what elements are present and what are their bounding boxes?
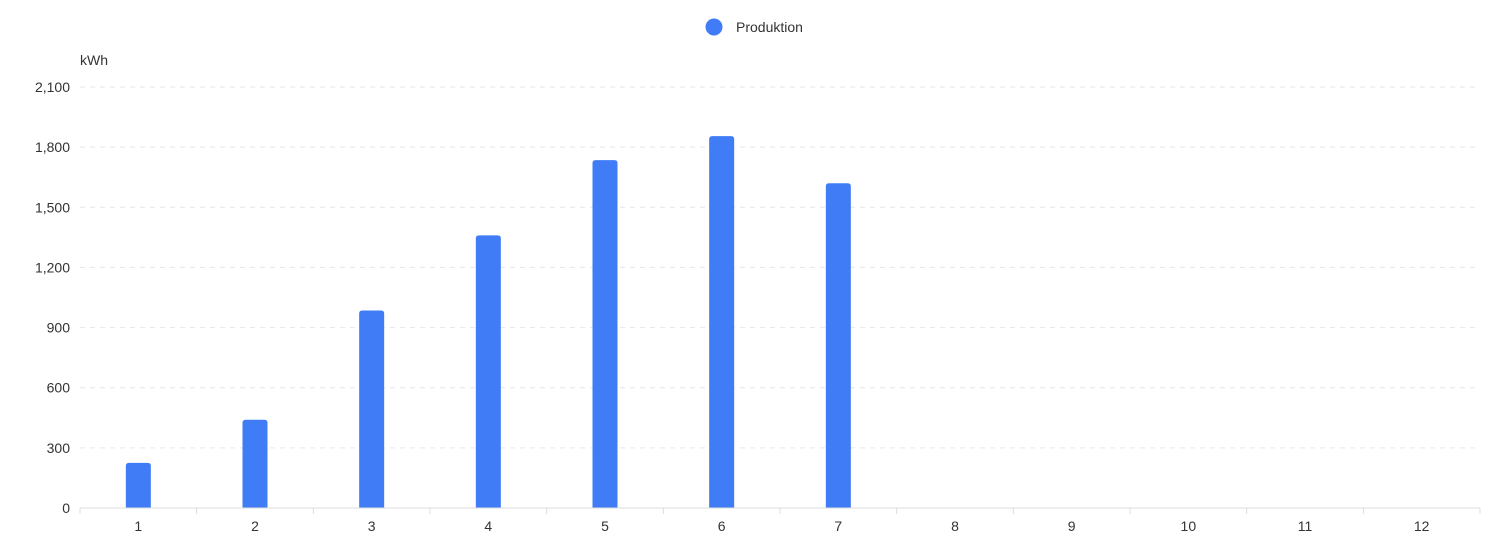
x-tick-label: 9 [1068,518,1076,534]
x-tick-label: 11 [1298,518,1313,534]
x-tick-label: 7 [834,518,842,534]
grid-lines [80,86,1480,449]
x-tick-label: 2 [251,518,259,534]
bar[interactable] [242,419,268,508]
y-tick-label: 0 [62,500,70,516]
legend[interactable]: Produktion [705,18,803,36]
x-tick-label: 8 [951,518,959,534]
bar[interactable] [825,183,851,508]
bars [125,136,851,508]
y-axis-ticks: 0 300 600 900 1,200 1,500 1,800 2,100 [35,79,70,516]
x-tick-label: 5 [601,518,609,534]
bar[interactable] [359,310,385,508]
y-tick-label: 1,200 [35,259,70,275]
x-axis-ticks: 1 2 3 4 5 6 7 8 9 10 11 12 [134,518,1429,534]
legend-label: Produktion [736,19,803,35]
y-tick-label: 600 [47,380,71,396]
x-tick-label: 1 [134,518,142,534]
x-tick-label: 10 [1181,518,1197,534]
x-tick-label: 6 [718,518,726,534]
y-tick-label: 2,100 [35,79,70,95]
bar[interactable] [475,235,501,508]
x-tick-label: 4 [484,518,492,534]
legend-marker-icon [705,18,723,36]
y-tick-label: 300 [47,440,71,456]
x-tick-label: 3 [368,518,376,534]
bar[interactable] [125,462,151,508]
y-tick-label: 1,800 [35,139,70,155]
y-axis-label: kWh [80,52,108,68]
bar[interactable] [592,160,618,508]
x-axis [79,507,1481,514]
bar[interactable] [709,136,735,508]
y-tick-label: 1,500 [35,199,70,215]
x-tick-label: 12 [1414,518,1430,534]
y-tick-label: 900 [47,320,71,336]
